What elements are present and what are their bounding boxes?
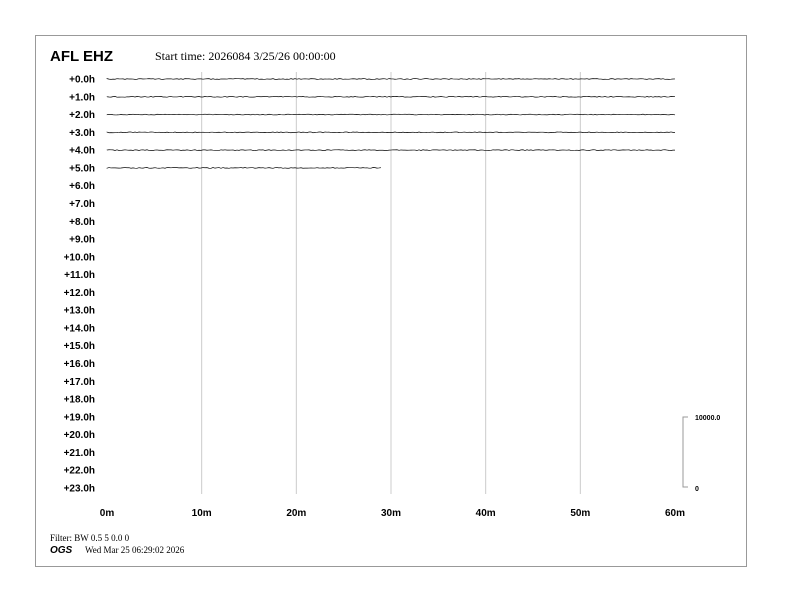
start-time: Start time: 2026084 3/25/26 00:00:00 (155, 49, 336, 63)
row-label: +16.0h (64, 359, 95, 370)
row-label: +3.0h (69, 128, 95, 139)
x-tick-label: 0m (100, 508, 115, 519)
row-label: +17.0h (64, 377, 95, 388)
trace-line (107, 150, 675, 151)
ogs-logo: OGS (50, 545, 73, 556)
row-label: +14.0h (64, 323, 95, 334)
trace-line (107, 132, 675, 133)
x-tick-label: 50m (570, 508, 590, 519)
x-tick-label: 20m (286, 508, 306, 519)
filter-text: Filter: BW 0.5 5 0.0 0 (50, 533, 130, 543)
row-label: +10.0h (64, 252, 95, 263)
row-label: +1.0h (69, 92, 95, 103)
row-label: +15.0h (64, 341, 95, 352)
chart-title: AFL EHZ (50, 48, 113, 65)
row-label: +23.0h (64, 484, 95, 495)
scale-top-label: 10000.0 (695, 415, 720, 422)
row-label: +22.0h (64, 466, 95, 477)
row-label: +11.0h (64, 270, 95, 281)
row-label: +13.0h (64, 306, 95, 317)
row-label: +19.0h (64, 412, 95, 423)
trace-line (107, 114, 675, 115)
scale-bar: 10000.0 0 (683, 415, 720, 493)
scale-bar-line (683, 417, 688, 487)
trace-line (107, 168, 381, 169)
row-label: +7.0h (69, 199, 95, 210)
row-label: +2.0h (69, 110, 95, 121)
scale-bottom-label: 0 (695, 486, 699, 493)
row-label: +5.0h (69, 163, 95, 174)
timestamp: Wed Mar 25 06:29:02 2026 (85, 545, 185, 555)
row-label: +8.0h (69, 217, 95, 228)
row-label: +0.0h (69, 75, 95, 86)
row-label: +6.0h (69, 181, 95, 192)
row-label: +9.0h (69, 235, 95, 246)
row-label: +21.0h (64, 448, 95, 459)
row-label: +20.0h (64, 430, 95, 441)
x-tick-label: 30m (381, 508, 401, 519)
row-label: +12.0h (64, 288, 95, 299)
x-tick-label: 60m (665, 508, 685, 519)
x-tick-label: 10m (192, 508, 212, 519)
row-label: +4.0h (69, 146, 95, 157)
row-label: +18.0h (64, 395, 95, 406)
x-tick-label: 40m (476, 508, 496, 519)
